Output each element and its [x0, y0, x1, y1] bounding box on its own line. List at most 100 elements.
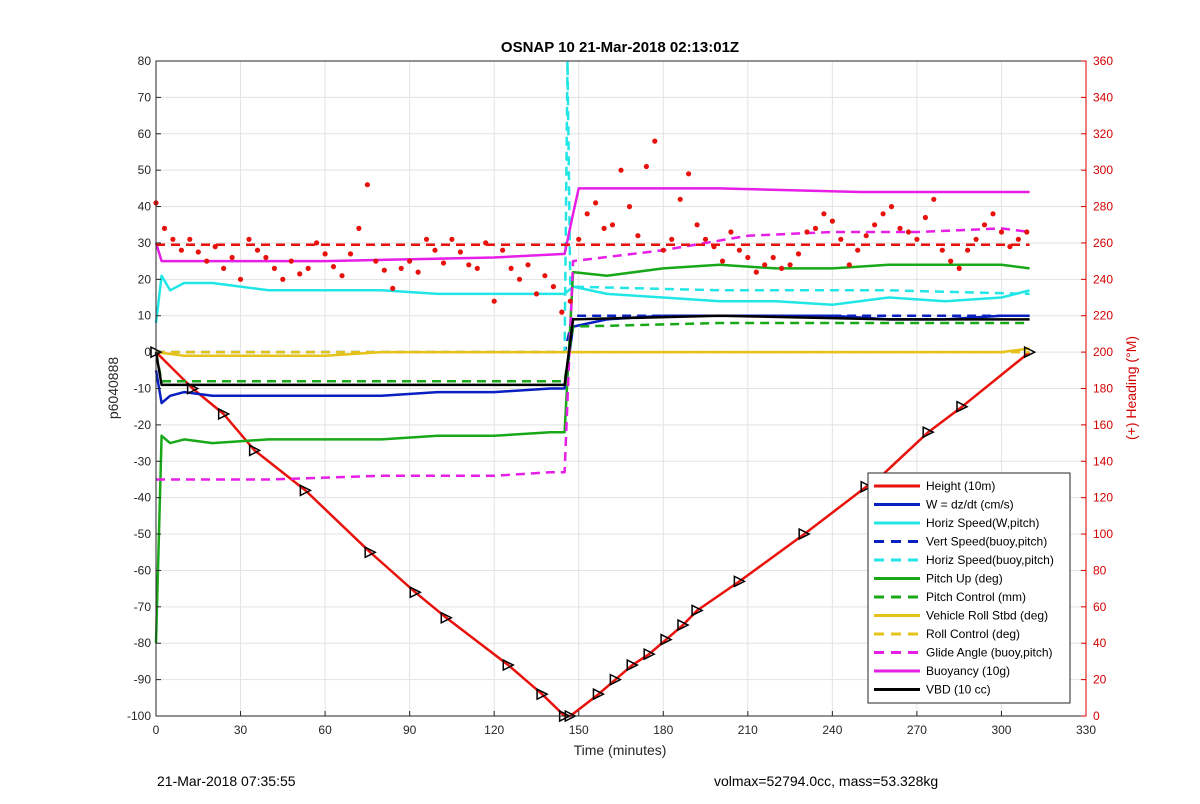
heading-point [204, 258, 210, 264]
heading-point [263, 254, 269, 261]
heading-point [449, 236, 455, 242]
legend-label-horiz_buoy: Horiz Speed(buoy,pitch) [926, 553, 1054, 567]
heading-point [347, 251, 354, 257]
heading-point [440, 260, 447, 266]
chart-title: OSNAP 10 21-Mar-2018 02:13:01Z [501, 39, 739, 56]
heading-point [669, 236, 675, 242]
heading-point [601, 225, 607, 231]
axes: 0 30 60 90 120 150 180 210 240 270 300 330807060504… [127, 54, 1113, 737]
y-tick-label: -30 [134, 454, 152, 468]
legend-box [867, 472, 1071, 704]
y-tick-label: -20 [134, 418, 152, 432]
heading-point [280, 276, 286, 282]
heading-point [314, 240, 320, 246]
x-tick-label: 210 [738, 723, 758, 737]
heading-point [1015, 236, 1022, 242]
height-marker [643, 647, 656, 661]
heading-point [888, 204, 895, 210]
height-marker [1023, 345, 1037, 359]
heading-point [939, 247, 945, 253]
legend-label-pitch: Pitch Up (deg) [926, 572, 1003, 586]
height-marker [798, 527, 811, 541]
y2-tick-label: 80 [1093, 563, 1107, 577]
heading-point [736, 247, 743, 253]
heading-point [500, 247, 506, 253]
heading-point [719, 258, 726, 264]
y2-tick-label: 0 [1093, 709, 1100, 723]
heading-point [390, 285, 396, 291]
heading-point [221, 265, 227, 271]
height-marker [691, 604, 704, 617]
heading-point [948, 258, 954, 264]
y2-tick-label: 160 [1093, 418, 1113, 432]
heading-point [567, 298, 573, 304]
heading-point [407, 258, 413, 264]
y-tick-label: -80 [134, 636, 152, 650]
heading-point [288, 258, 294, 264]
x-tick-label: 330 [1076, 723, 1096, 737]
x-tick-label: 60 [318, 723, 332, 737]
heading-point [753, 269, 759, 275]
heading-point [254, 247, 261, 253]
heading-point [187, 236, 193, 242]
heading-point [635, 233, 641, 239]
heading-point [626, 204, 633, 210]
heading-point [161, 225, 168, 231]
heading-point [694, 222, 700, 228]
y-tick-label: 0 [144, 345, 151, 359]
height-marker [409, 586, 422, 599]
heading-point [686, 171, 692, 177]
heading-point [237, 276, 244, 282]
height-marker [660, 633, 673, 646]
heading-point [246, 236, 252, 242]
heading-point [846, 262, 852, 268]
heading-point [812, 225, 819, 231]
heading-points [153, 138, 1030, 315]
heading-point [652, 138, 658, 144]
y2-tick-label: 260 [1093, 236, 1113, 250]
y2-tick-label: 120 [1093, 491, 1113, 505]
x-tick-label: 300 [991, 723, 1011, 737]
heading-point [973, 236, 979, 242]
heading-point [356, 225, 362, 231]
heading-point [609, 222, 616, 228]
height-marker [592, 687, 606, 701]
heading-point [178, 247, 184, 253]
height-marker [440, 611, 453, 624]
heading-point [491, 298, 497, 304]
y-tick-label: -100 [127, 709, 151, 723]
height-marker [733, 575, 747, 588]
x-tick-label: 240 [822, 723, 842, 737]
heading-point [931, 196, 937, 202]
height-markers [150, 345, 1037, 723]
heading-point [508, 265, 514, 271]
heading-point [271, 265, 277, 271]
heading-point [981, 222, 988, 228]
x-tick-label: 270 [907, 723, 927, 737]
height-marker [609, 673, 623, 686]
heading-point [339, 273, 345, 279]
y2-tick-label: 340 [1093, 90, 1113, 104]
legend-label-buoy: Buoyancy (10g) [926, 664, 1010, 678]
height-marker [536, 687, 549, 701]
legend-label-horiz: Horiz Speed(W,pitch) [926, 516, 1039, 530]
series-line-height [155, 351, 1031, 718]
heading-point [872, 222, 878, 228]
footer-volmax-mass: volmax=52794.0cc, mass=53.328kg [714, 773, 939, 789]
legend-label-glide: Glide Angle (buoy,pitch) [926, 646, 1053, 660]
heading-point [305, 265, 311, 271]
y2-tick-label: 360 [1093, 54, 1113, 68]
heading-point [660, 247, 666, 253]
series-layer [154, 59, 1031, 718]
series-line-horiz [154, 274, 1030, 324]
y-tick-label: 30 [138, 236, 152, 250]
heading-point [483, 240, 489, 246]
heading-point [533, 291, 540, 297]
heading-point [745, 254, 751, 261]
heading-point [415, 269, 421, 275]
height-marker [299, 484, 313, 497]
legend-label-vert_buoy: Vert Speed(buoy,pitch) [926, 535, 1047, 549]
heading-point [330, 264, 337, 270]
y2-tick-label: 280 [1093, 200, 1113, 214]
y-tick-label: 60 [138, 127, 152, 141]
